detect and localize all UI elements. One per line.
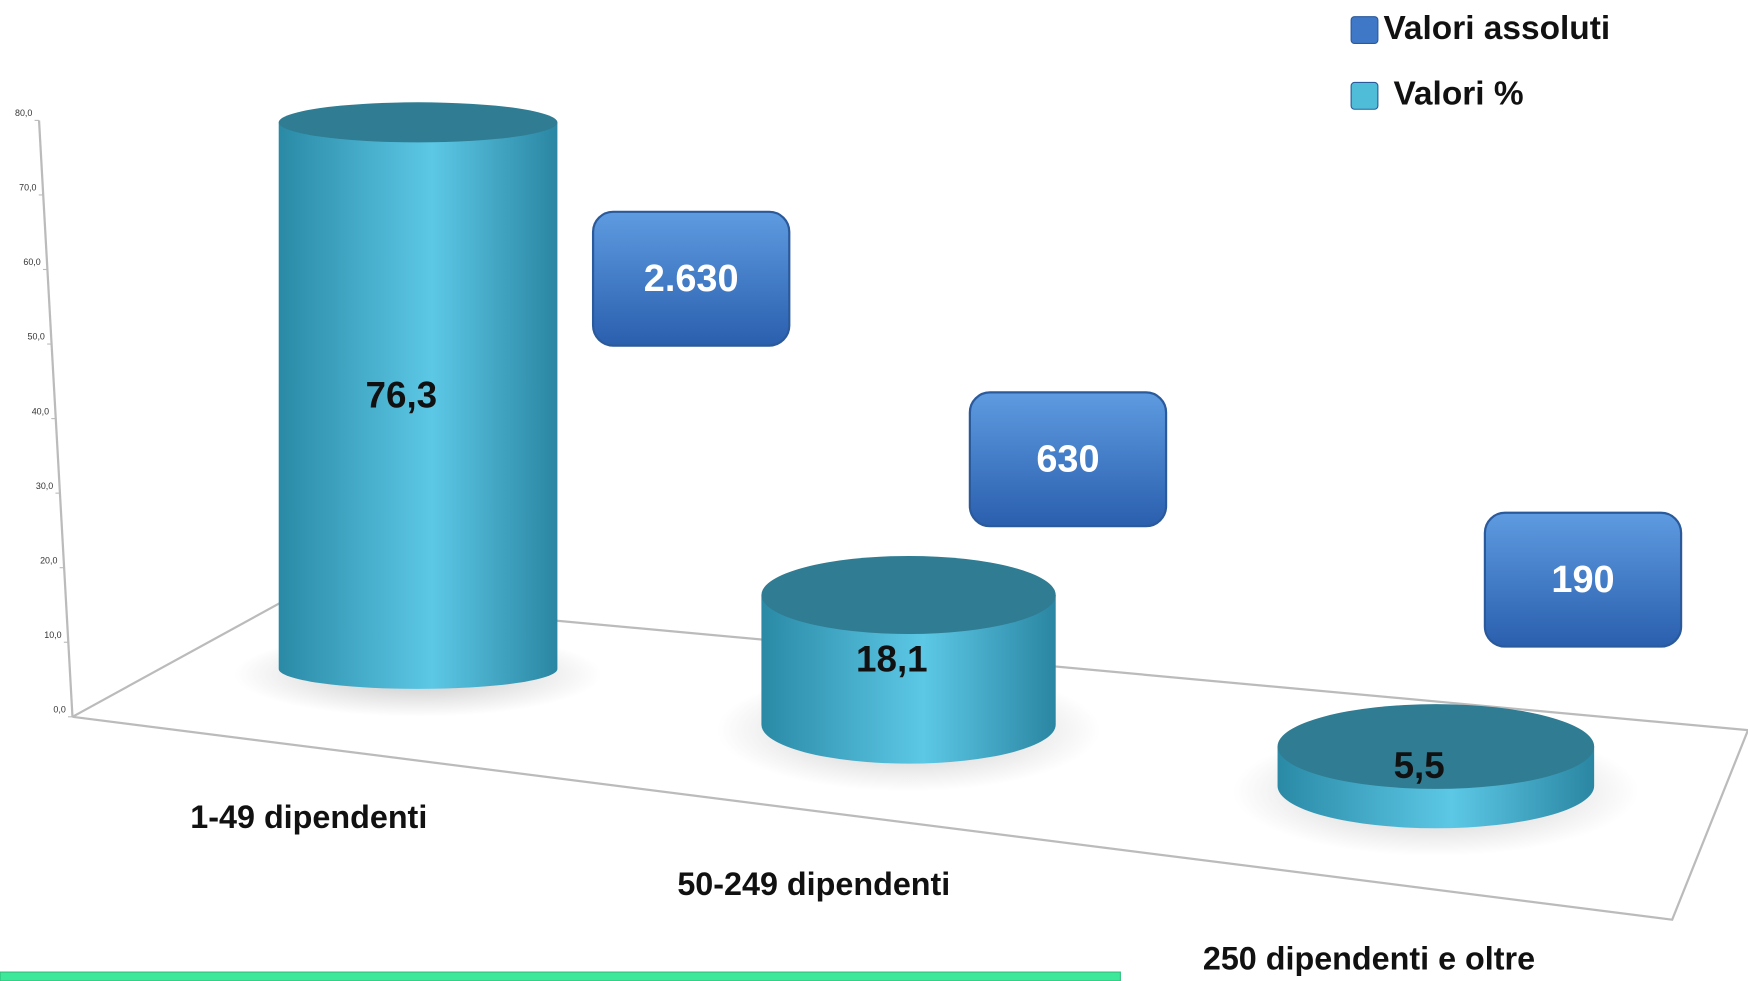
cylinder: [1277, 704, 1595, 829]
y-tick-label: 70,0: [19, 183, 36, 193]
x-tick-label: 1-49 dipendenti: [190, 799, 427, 835]
value-box-label: 2.630: [644, 258, 739, 300]
cylinder-top: [1277, 704, 1595, 789]
y-tick-label: 60,0: [23, 257, 40, 267]
cylinder: [278, 102, 558, 689]
cylinder-body: [761, 594, 1056, 764]
legend-label: Valori %: [1393, 76, 1523, 113]
cylinder-body: [278, 122, 558, 689]
value-box: [591, 210, 791, 347]
value-box-label: 630: [1036, 439, 1099, 481]
x-tick-label: 250 dipendenti e oltre: [1203, 940, 1535, 976]
value-label: 5,5: [1394, 745, 1445, 786]
x-tick-label: 50-249 dipendenti: [677, 866, 950, 902]
footer-bar: [0, 971, 1121, 981]
y-tick-label: 80,0: [15, 108, 32, 118]
y-tick-label: 0,0: [53, 704, 65, 714]
cylinder-top: [761, 555, 1056, 634]
y-tick-label: 50,0: [28, 332, 45, 342]
cylinder-top: [278, 102, 558, 143]
y-tick-label: 40,0: [32, 406, 49, 416]
value-box: [968, 391, 1168, 528]
legend-swatch: [1350, 16, 1379, 45]
legend-label: Valori assoluti: [1383, 10, 1610, 47]
legend-swatch: [1350, 81, 1379, 110]
value-box-label: 190: [1551, 559, 1614, 601]
plot: 0,0 10,0 20,0 30,0 40,0 50,0 60,0 70,0 80,0 76,3 1…: [15, 10, 1683, 976]
value-box: [1483, 511, 1683, 648]
y-tick-label: 10,0: [44, 630, 61, 640]
cylinder: [761, 555, 1056, 764]
value-label: 18,1: [856, 639, 928, 680]
y-tick-label: 30,0: [36, 481, 53, 491]
value-label: 76,3: [366, 375, 438, 416]
y-tick-label: 20,0: [40, 555, 57, 565]
